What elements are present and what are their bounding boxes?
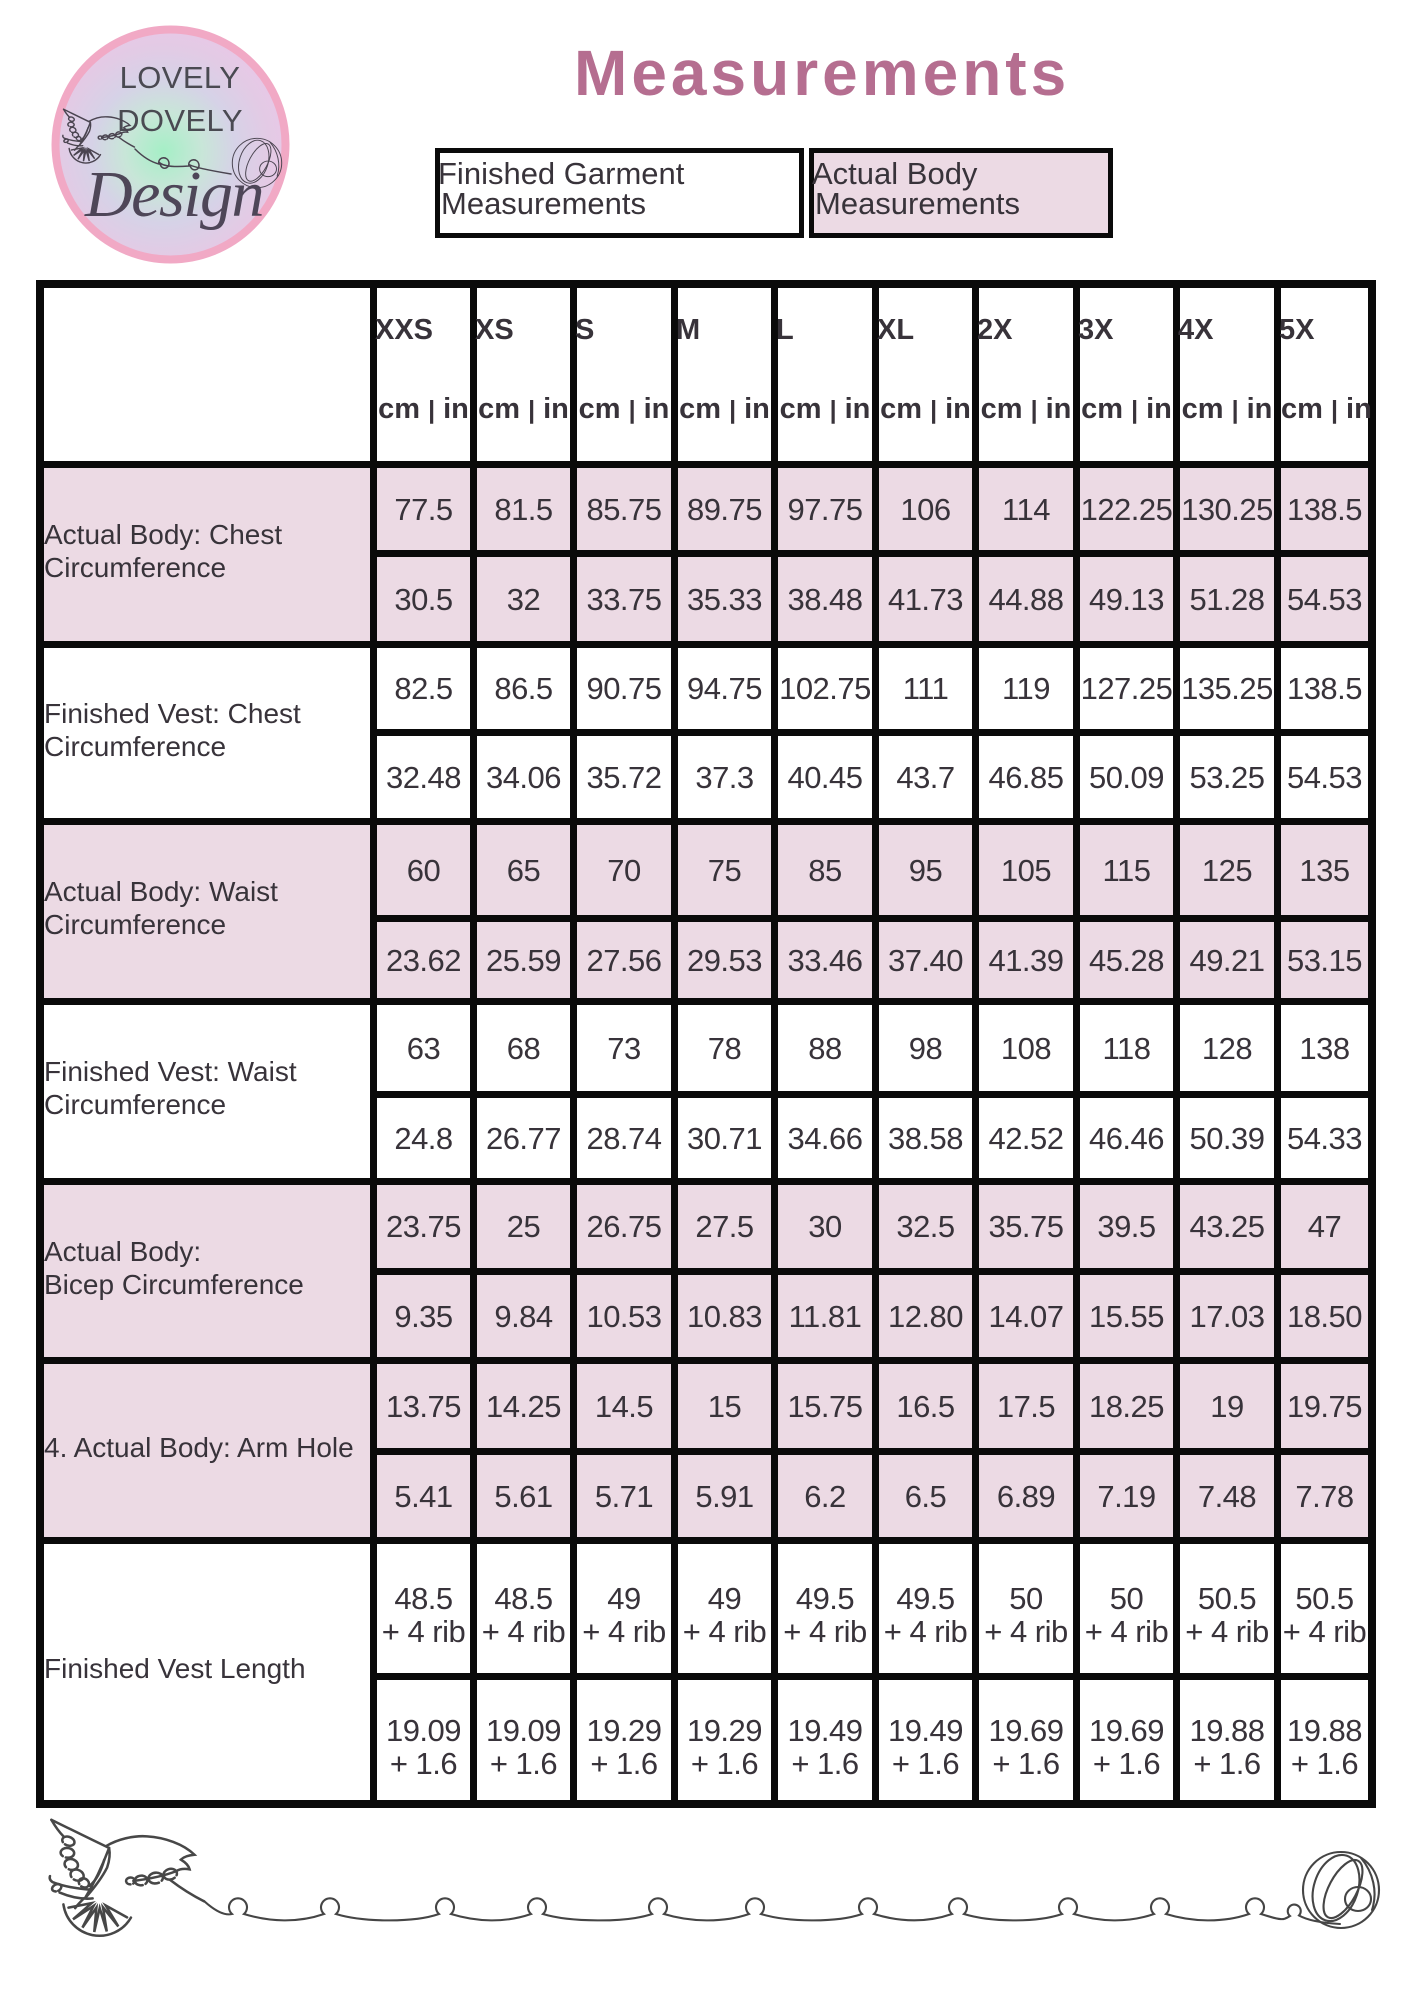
svg-text:DOVELY: DOVELY (117, 103, 243, 138)
svg-text:LOVELY: LOVELY (120, 60, 241, 95)
svg-text:Design: Design (84, 158, 263, 231)
